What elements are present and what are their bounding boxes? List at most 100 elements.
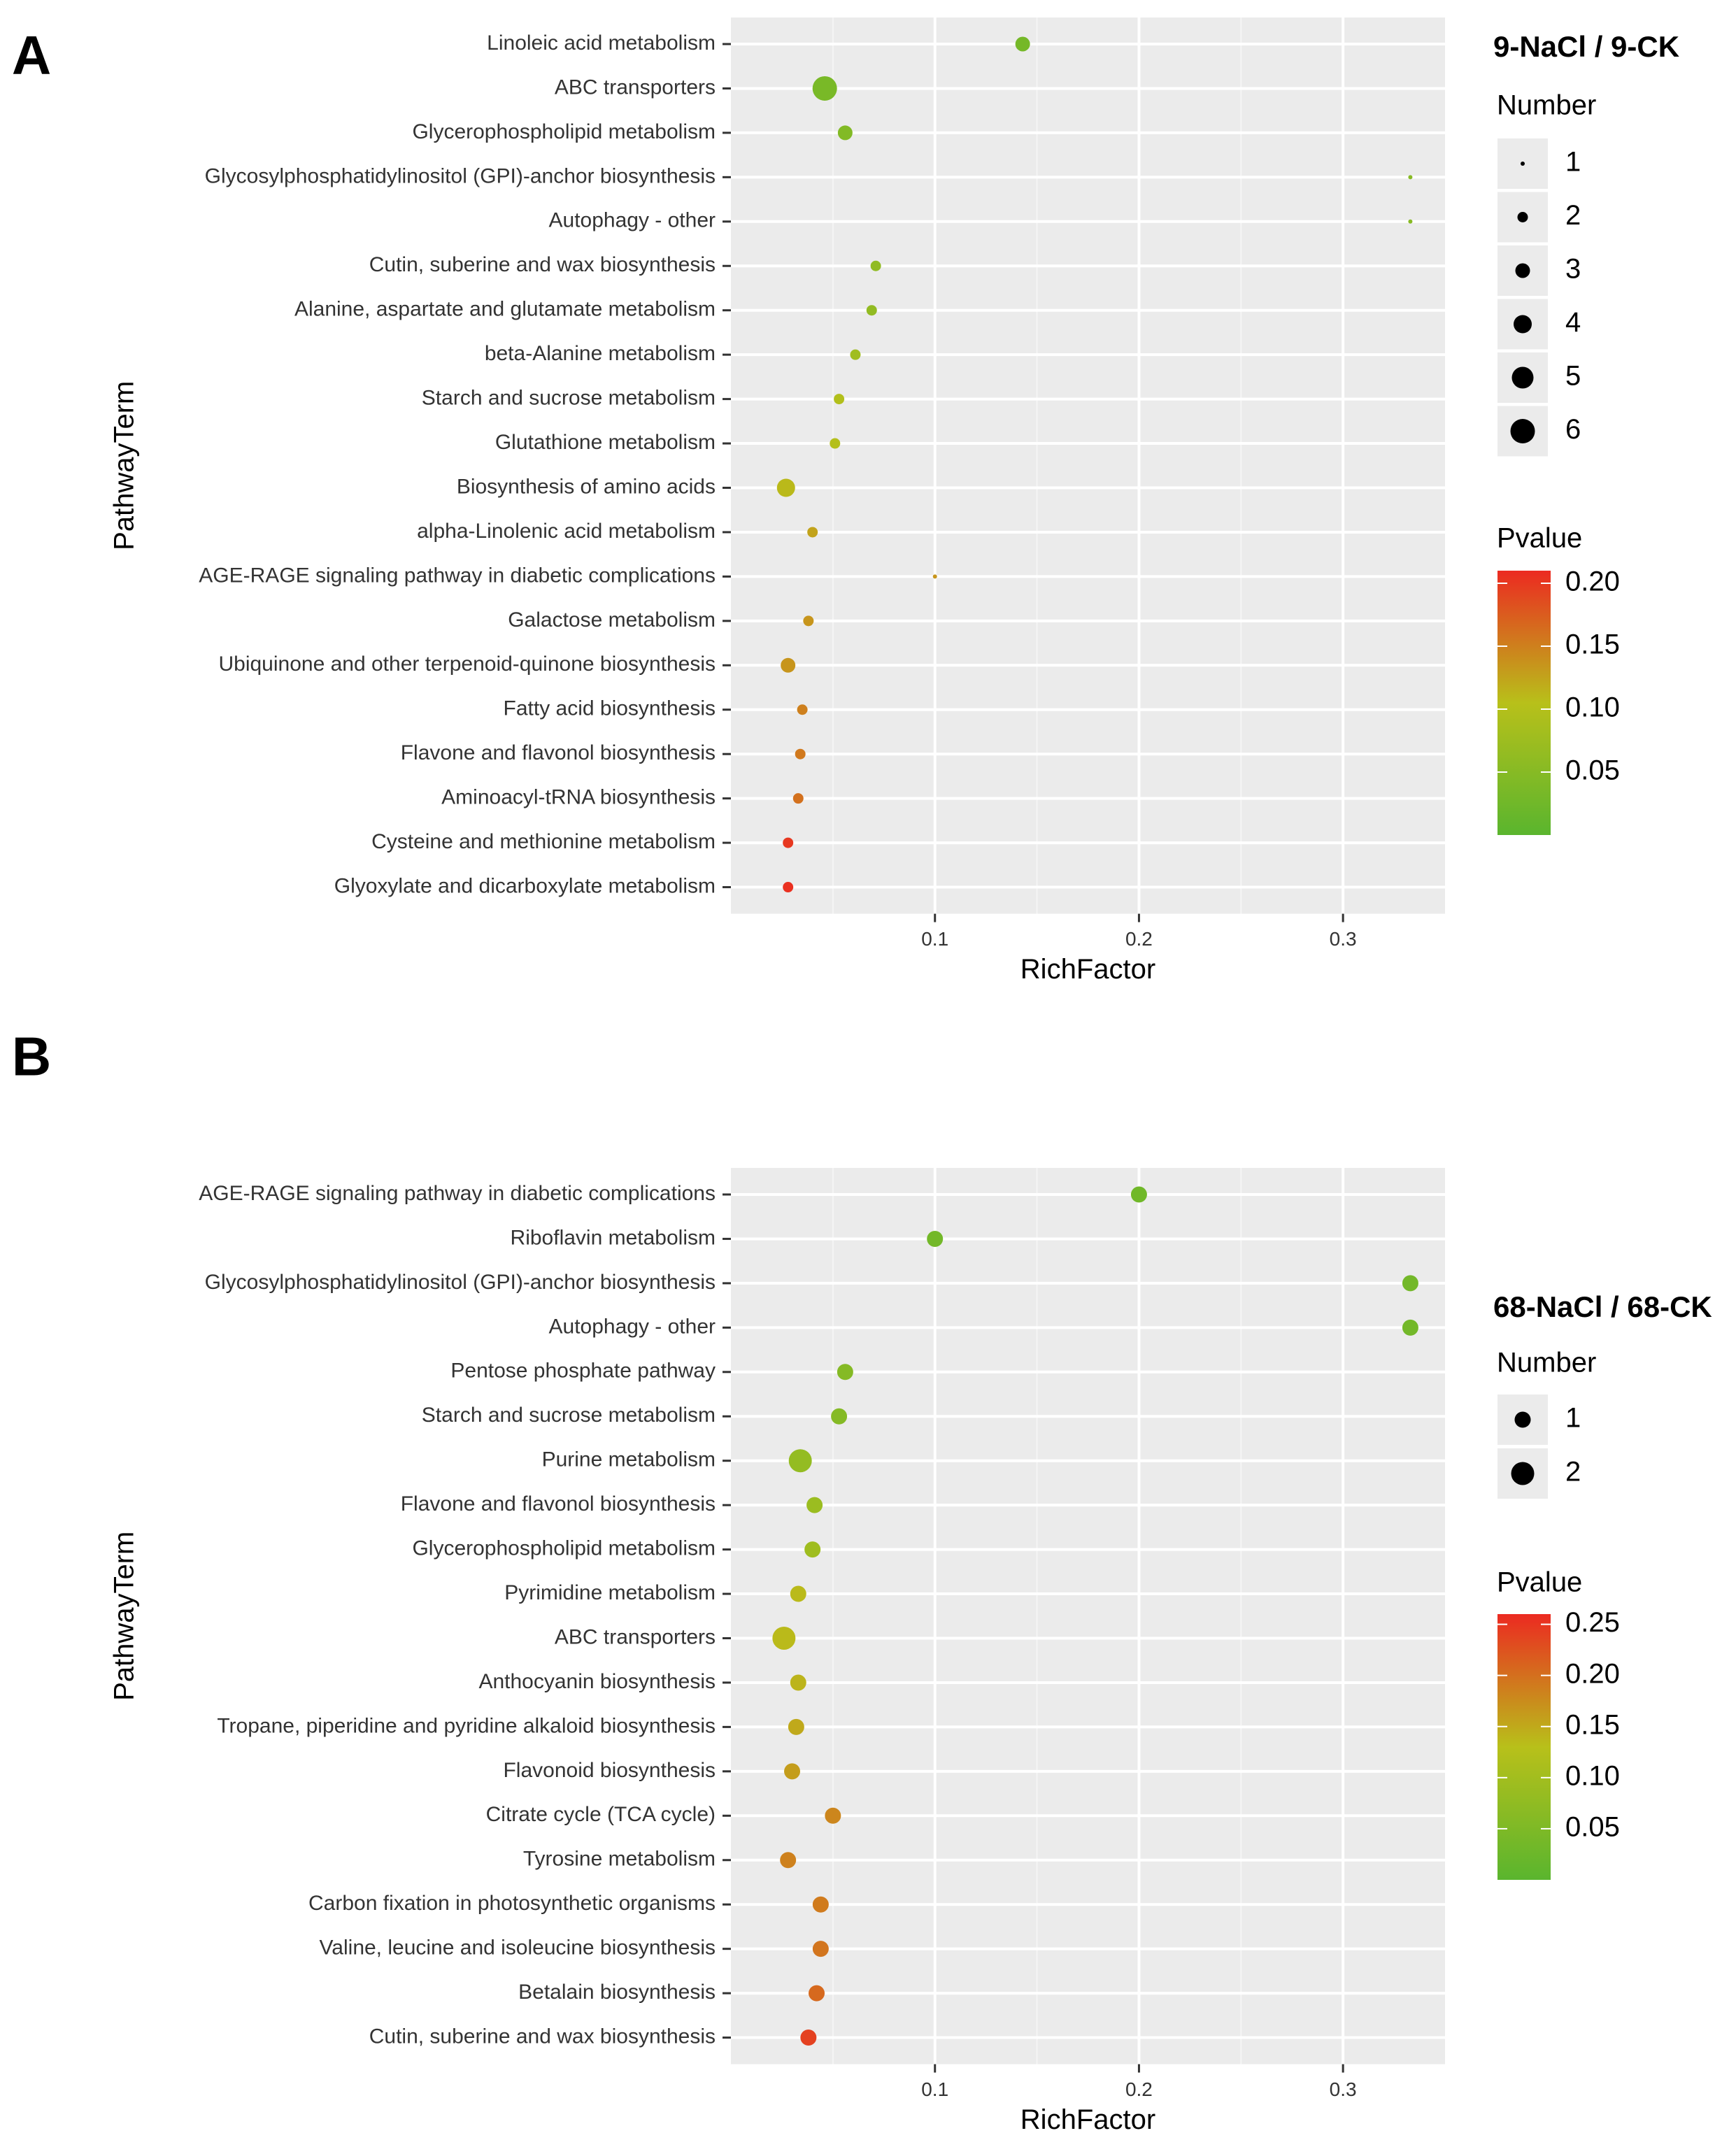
y-tick-label: ABC transporters [555,76,716,99]
size-legend-label: 5 [1565,361,1581,392]
y-tick-label: Starch and sucrose metabolism [422,387,716,410]
y-tick-label: Biosynthesis of amino acids [457,475,716,498]
y-tick-label: Ubiquinone and other terpenoid-quinone b… [218,652,716,676]
colorbar-label: 0.05 [1565,755,1620,786]
size-legend-label: 4 [1565,307,1581,338]
colorbar-label: 0.05 [1565,1811,1620,1842]
y-tick-label: Riboflavin metabolism [511,1226,716,1249]
x-tick-label: 0.1 [921,2078,948,2100]
data-point [783,837,794,848]
plot-background [731,1168,1445,2064]
y-tick-label: Flavone and flavonol biosynthesis [401,741,716,764]
data-point [812,1941,829,1957]
data-point [932,574,937,579]
data-point [803,615,814,627]
size-legend-label: 6 [1565,414,1581,445]
x-tick-label: 0.2 [1125,928,1153,950]
data-point [837,125,853,141]
size-legend-dot [1511,366,1534,389]
size-legend-dot [1510,419,1535,443]
data-point [772,1627,796,1650]
data-point [809,1985,825,2002]
pvalue-colorbar [1497,571,1551,835]
y-tick-label: Glycerophospholipid metabolism [412,120,716,143]
size-legend-dot [1514,315,1532,334]
y-tick-label: AGE-RAGE signaling pathway in diabetic c… [199,1182,716,1205]
x-tick-label: 0.2 [1125,2078,1153,2100]
pvalue-colorbar [1497,1614,1551,1880]
size-legend-dot [1515,263,1530,278]
data-point [780,1852,797,1869]
colorbar-label: 0.25 [1565,1607,1620,1638]
data-point [850,349,861,360]
data-point [790,1585,806,1602]
panel-b: B AGE-RAGE signaling pathway in diabetic … [12,1026,1712,2136]
colorbar-label: 0.20 [1565,1658,1620,1689]
data-point [800,2030,817,2046]
data-point [784,1763,801,1780]
data-point [790,1674,806,1691]
size-legend-title: Number [1497,90,1596,121]
y-tick-label: Cutin, suberine and wax biosynthesis [369,2025,716,2048]
data-point [870,260,881,271]
data-point [837,1364,853,1381]
data-point [797,704,808,715]
colorbar-label: 0.10 [1565,692,1620,723]
y-tick-label: Glyoxylate and dicarboxylate metabolism [334,874,716,897]
data-point [812,1896,829,1913]
y-axis-title: PathwayTerm [109,381,140,550]
data-point [1408,219,1413,224]
y-tick-label: Tyrosine metabolism [523,1848,716,1871]
data-point [804,1541,821,1558]
y-tick-label: alpha-Linolenic acid metabolism [417,520,716,543]
data-point [1408,175,1413,180]
size-legend-dot [1517,212,1528,222]
data-point [783,882,794,893]
y-tick-label: AGE-RAGE signaling pathway in diabetic c… [199,564,716,587]
y-tick-label: Alanine, aspartate and glutamate metabol… [294,298,716,321]
size-legend-label: 2 [1565,1457,1581,1488]
data-point [806,1497,823,1513]
y-tick-label: Flavonoid biosynthesis [503,1759,716,1782]
y-tick-label: Autophagy - other [549,209,716,232]
data-point [788,1718,804,1735]
y-tick-label: Autophagy - other [549,1315,716,1338]
y-axis-title: PathwayTerm [109,1532,140,1701]
y-tick-label: Carbon fixation in photosynthetic organi… [308,1892,716,1915]
y-tick-label: beta-Alanine metabolism [485,342,716,365]
size-legend-label: 3 [1565,254,1581,285]
y-tick-label: Cysteine and methionine metabolism [371,830,716,853]
size-legend-title: Number [1497,1348,1596,1378]
y-tick-label: Pyrimidine metabolism [504,1581,716,1604]
y-tick-label: Linoleic acid metabolism [487,31,716,55]
panel-label: B [12,1026,51,1087]
data-point [1130,1186,1147,1203]
y-tick-label: Glycosylphosphatidylinositol (GPI)-ancho… [205,164,716,187]
data-point [834,394,845,405]
y-tick-label: Glycerophospholipid metabolism [412,1537,716,1560]
y-tick-label: Flavone and flavonol biosynthesis [401,1492,716,1515]
data-point [927,1230,944,1247]
legend-comparison-title: 9-NaCl / 9-CK [1493,30,1679,63]
data-point [776,478,795,497]
colorbar-label: 0.10 [1565,1760,1620,1791]
size-legend-dot [1514,1411,1531,1428]
data-point [781,657,796,673]
y-tick-label: Purine metabolism [542,1448,716,1471]
data-point [866,305,877,316]
y-tick-label: Glutathione metabolism [495,431,716,454]
x-axis-title: RichFactor [1020,2104,1155,2135]
y-tick-label: ABC transporters [555,1625,716,1648]
y-tick-label: Cutin, suberine and wax biosynthesis [369,253,716,276]
legend-comparison-title: 68-NaCl / 68-CK [1493,1290,1712,1323]
data-point [788,1449,812,1473]
y-tick-label: Galactose metabolism [508,608,716,632]
data-point [1402,1275,1418,1292]
y-tick-label: Betalain biosynthesis [518,1981,716,2004]
y-tick-label: Tropane, piperidine and pyridine alkaloi… [217,1714,716,1737]
data-point [807,527,818,538]
data-point [1402,1319,1418,1336]
data-point [792,793,804,804]
plot-background [731,17,1445,914]
y-tick-label: Valine, leucine and isoleucine biosynthe… [320,1936,716,1960]
